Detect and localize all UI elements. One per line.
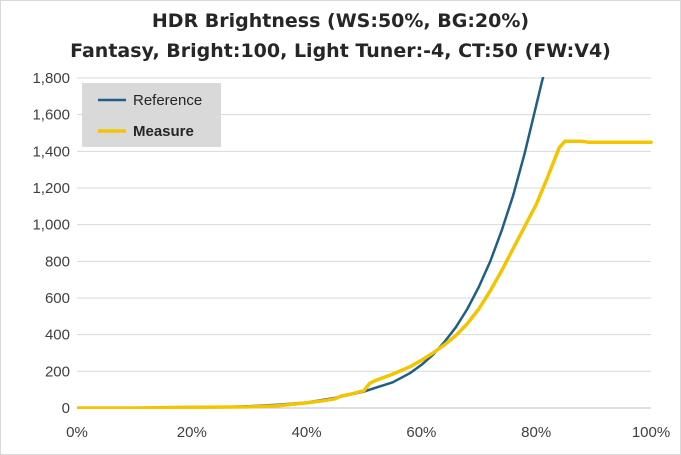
- y-tick-label: 1,600: [32, 107, 70, 124]
- legend-box: [82, 83, 221, 147]
- x-tick-label: 0%: [66, 424, 88, 441]
- gridlines: [77, 77, 651, 409]
- series-lines: [77, 77, 653, 409]
- y-axis: 0 200 400 600 800 1,000 1,200 1,400 1,600 1,800: [32, 70, 70, 417]
- chart-title: HDR Brightness (WS:50%, BG:20%): [151, 10, 530, 32]
- y-tick-label: 1,200: [32, 180, 70, 197]
- y-tick-label: 600: [45, 290, 70, 307]
- legend: Reference Measure: [82, 83, 221, 147]
- y-tick-label: 400: [45, 327, 70, 344]
- x-tick-label: 60%: [406, 424, 436, 441]
- legend-label: Measure: [133, 123, 194, 140]
- y-tick-label: 1,800: [32, 70, 70, 87]
- legend-label: Reference: [133, 92, 202, 109]
- y-tick-label: 0: [62, 400, 70, 417]
- chart-subtitle: Fantasy, Bright:100, Light Tuner:-4, CT:…: [70, 40, 611, 62]
- series-line-measure: [77, 139, 653, 409]
- y-tick-label: 200: [45, 363, 70, 380]
- x-tick-label: 100%: [632, 424, 670, 441]
- y-tick-label: 1,000: [32, 217, 70, 234]
- y-tick-label: 1,400: [32, 143, 70, 160]
- x-axis: 0% 20% 40% 60% 80% 100%: [66, 424, 670, 441]
- x-tick-label: 80%: [521, 424, 551, 441]
- y-tick-label: 800: [45, 253, 70, 270]
- x-tick-label: 20%: [177, 424, 207, 441]
- x-tick-label: 40%: [292, 424, 322, 441]
